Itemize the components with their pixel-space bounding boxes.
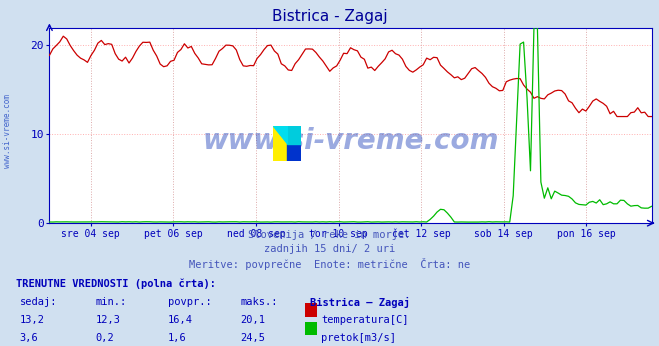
Text: maks.:: maks.: — [241, 297, 278, 307]
Text: Slovenija / reke in morje.: Slovenija / reke in morje. — [248, 230, 411, 240]
Text: zadnjih 15 dni/ 2 uri: zadnjih 15 dni/ 2 uri — [264, 244, 395, 254]
Text: Meritve: povprečne  Enote: metrične  Črta: ne: Meritve: povprečne Enote: metrične Črta:… — [189, 258, 470, 270]
Text: pretok[m3/s]: pretok[m3/s] — [321, 333, 396, 343]
Text: TRENUTNE VREDNOSTI (polna črta):: TRENUTNE VREDNOSTI (polna črta): — [16, 279, 216, 289]
Text: www.si-vreme.com: www.si-vreme.com — [203, 127, 499, 155]
Bar — [287, 126, 301, 144]
Text: 1,6: 1,6 — [168, 333, 186, 343]
Polygon shape — [273, 126, 287, 144]
Text: Bistrica - Zagaj: Bistrica - Zagaj — [272, 9, 387, 24]
Text: sedaj:: sedaj: — [20, 297, 57, 307]
Text: 13,2: 13,2 — [20, 315, 45, 325]
Text: 20,1: 20,1 — [241, 315, 266, 325]
Text: www.si-vreme.com: www.si-vreme.com — [3, 94, 13, 169]
Bar — [287, 144, 301, 161]
Text: 0,2: 0,2 — [96, 333, 114, 343]
Text: povpr.:: povpr.: — [168, 297, 212, 307]
Text: 3,6: 3,6 — [20, 333, 38, 343]
Text: 24,5: 24,5 — [241, 333, 266, 343]
Text: 12,3: 12,3 — [96, 315, 121, 325]
Text: 16,4: 16,4 — [168, 315, 193, 325]
Text: Bistrica – Zagaj: Bistrica – Zagaj — [310, 297, 410, 308]
Text: min.:: min.: — [96, 297, 127, 307]
Bar — [273, 126, 287, 161]
Text: temperatura[C]: temperatura[C] — [321, 315, 409, 325]
